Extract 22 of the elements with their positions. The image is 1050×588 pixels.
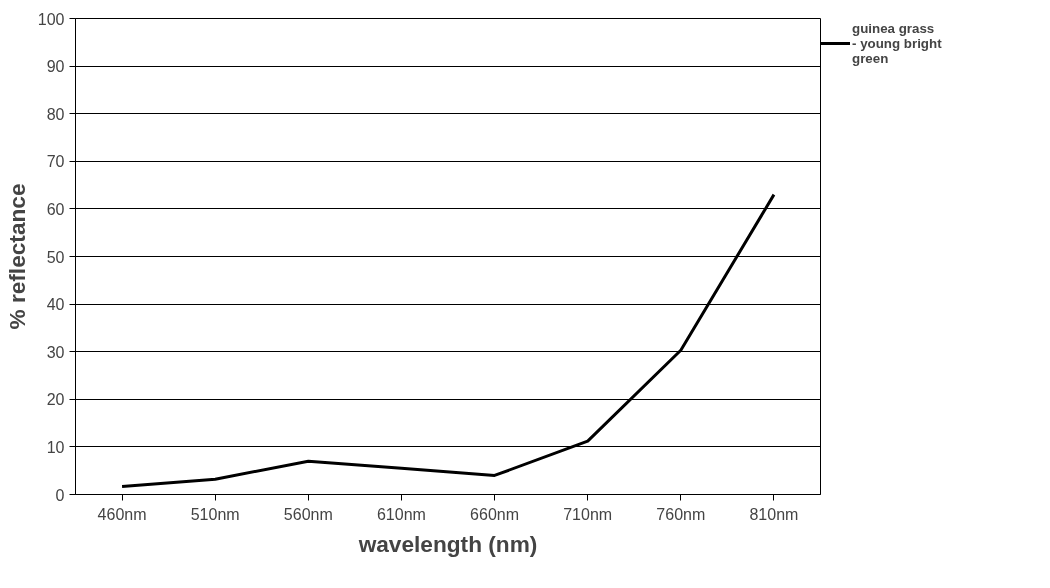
x-tick-label: 660nm bbox=[470, 505, 520, 523]
x-tick-label: 510nm bbox=[190, 505, 240, 523]
y-axis-title: % reflectance bbox=[3, 183, 30, 330]
y-tick-label: 40 bbox=[46, 296, 65, 314]
x-tick-label: 810nm bbox=[749, 505, 799, 523]
y-tick-label: 10 bbox=[46, 438, 65, 456]
x-tick-label: 610nm bbox=[376, 505, 426, 523]
legend-label: guinea grass - young bright green bbox=[852, 19, 943, 68]
y-tick-label: 30 bbox=[46, 343, 65, 361]
x-tick-label: 460nm bbox=[97, 505, 147, 523]
y-tick-label: 90 bbox=[46, 58, 65, 76]
y-tick-label: 60 bbox=[46, 200, 65, 218]
y-tick-label: 100 bbox=[37, 10, 65, 28]
x-tick-label: 710nm bbox=[563, 505, 613, 523]
y-tick-label: 70 bbox=[46, 153, 65, 171]
y-tick-label: 20 bbox=[46, 391, 65, 409]
x-tick-label: 760nm bbox=[656, 505, 706, 523]
x-axis-title: wavelength (nm) bbox=[357, 530, 538, 557]
x-tick-label: 560nm bbox=[283, 505, 333, 523]
y-tick-label: 0 bbox=[55, 486, 65, 504]
y-tick-label: 80 bbox=[46, 105, 65, 123]
y-tick-label: 50 bbox=[46, 248, 65, 266]
